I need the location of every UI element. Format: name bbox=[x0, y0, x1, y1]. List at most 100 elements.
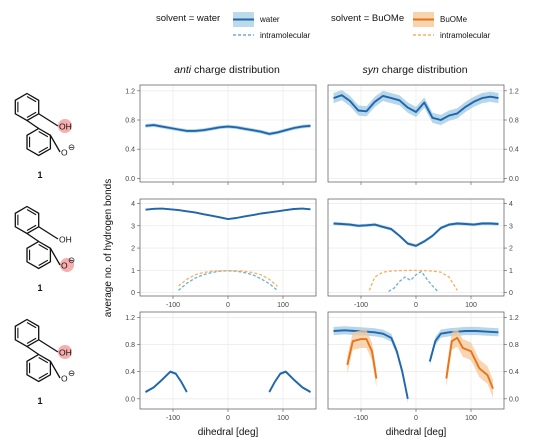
y-tick-label: 0.0 bbox=[509, 176, 519, 183]
biaryl-bond bbox=[26, 345, 40, 356]
y-tick-label: 0.8 bbox=[125, 118, 135, 125]
aromatic-double-bond bbox=[26, 337, 37, 345]
series-intramolecular-water-line bbox=[178, 270, 278, 291]
oh-bond bbox=[38, 339, 59, 353]
series-water-line bbox=[268, 370, 311, 393]
hydroxyl-label: OH bbox=[59, 122, 72, 132]
series-water-confidence-band bbox=[333, 90, 499, 126]
o-bond bbox=[49, 247, 61, 266]
o-bond bbox=[49, 134, 61, 153]
lower-phenyl-ring bbox=[26, 240, 52, 270]
biaryl-bond bbox=[26, 119, 40, 130]
oxide-label: O bbox=[61, 374, 68, 384]
series-water-line bbox=[145, 207, 311, 221]
anti-title-italic: anti bbox=[174, 64, 192, 76]
series-water-confidence-band bbox=[145, 123, 311, 136]
x-tick-label: -100 bbox=[166, 302, 180, 309]
x-tick-label: 100 bbox=[465, 302, 477, 309]
series-intramolecular-water-line bbox=[388, 270, 439, 293]
x-tick-label: -100 bbox=[166, 415, 180, 422]
series-water-line bbox=[333, 329, 409, 399]
y-tick-label: 0.0 bbox=[125, 396, 135, 403]
series-water-line bbox=[145, 370, 188, 393]
y-tick-label: 2 bbox=[509, 246, 513, 253]
oh-bond bbox=[38, 226, 59, 240]
panel-syn-row2: 0 1 2 3 4 -100 0 100 bbox=[327, 198, 513, 309]
aromatic-double-bond bbox=[38, 356, 49, 364]
series-buome-line bbox=[346, 338, 378, 379]
y-tick-label: 0 bbox=[509, 290, 513, 297]
oxide-label: O bbox=[61, 261, 68, 271]
negative-charge-label: ⊖ bbox=[68, 142, 75, 152]
x-tick-label: 0 bbox=[226, 415, 230, 422]
molecule-structure: OH O⊖ 1 bbox=[14, 92, 75, 180]
panel-syn-row1: 0.0 0.4 0.8 1.2 bbox=[327, 84, 519, 185]
x-tick-label: 0 bbox=[414, 415, 418, 422]
molecule-structure: OH O⊖ 1 bbox=[14, 318, 75, 406]
oxide-label: O bbox=[61, 148, 68, 158]
oxygen-highlight bbox=[58, 345, 72, 359]
x-tick-label: 0 bbox=[226, 302, 230, 309]
aromatic-double-bond bbox=[26, 321, 37, 329]
aromatic-double-bond bbox=[38, 130, 49, 138]
y-tick-label: 1 bbox=[131, 268, 135, 275]
lower-phenyl-ring bbox=[26, 353, 52, 383]
legend-water-intra-entry: intramolecular bbox=[260, 31, 311, 40]
panel-syn-row3: 0.0 0.4 0.8 1.2 -100 0 100 dihedral [deg] bbox=[327, 311, 519, 438]
aromatic-double-bond bbox=[38, 146, 49, 154]
y-tick-label: 4 bbox=[509, 201, 513, 208]
legend: solvent = water water intramolecular sol… bbox=[156, 12, 491, 40]
y-tick-label: 1.2 bbox=[125, 315, 135, 322]
anti-title-rest: charge distribution bbox=[191, 64, 280, 76]
legend-buome-title: solvent = BuOMe bbox=[331, 13, 404, 24]
x-tick-label: 100 bbox=[277, 415, 289, 422]
series-water-confidence-band bbox=[333, 326, 408, 403]
upper-phenyl-ring bbox=[14, 318, 40, 348]
x-axis-label: dihedral [deg] bbox=[198, 427, 259, 438]
negative-charge-label: ⊖ bbox=[68, 255, 75, 265]
x-axis-label: dihedral [deg] bbox=[386, 427, 447, 438]
syn-title-italic: syn bbox=[362, 64, 379, 76]
syn-title-rest: charge distribution bbox=[379, 64, 468, 76]
y-tick-label: 0.8 bbox=[509, 118, 519, 125]
legend-buome-entry: BuOMe bbox=[440, 15, 468, 24]
aromatic-double-bond bbox=[26, 95, 37, 103]
y-tick-label: 0.0 bbox=[125, 176, 135, 183]
compound-number: 1 bbox=[37, 283, 42, 293]
upper-phenyl-ring bbox=[14, 92, 40, 122]
y-tick-label: 0.4 bbox=[509, 147, 519, 154]
y-tick-label: 3 bbox=[509, 223, 513, 230]
x-tick-label: 100 bbox=[277, 302, 289, 309]
y-tick-label: 0.0 bbox=[509, 396, 519, 403]
aromatic-double-bond bbox=[26, 224, 37, 232]
series-intramolecular-buome-line bbox=[368, 269, 458, 291]
oxygen-highlight bbox=[60, 258, 74, 272]
o-bond bbox=[49, 360, 61, 379]
shared-y-axis-label: average no. of hydrogen bonds bbox=[103, 179, 114, 317]
molecule-structure: OH O⊖ 1 bbox=[14, 205, 75, 293]
aromatic-double-bond bbox=[38, 243, 49, 251]
oh-bond bbox=[38, 113, 59, 127]
anti-column-title: anti charge distribution bbox=[174, 64, 280, 76]
series-water-line bbox=[333, 222, 499, 247]
aromatic-double-bond bbox=[38, 259, 49, 267]
series-buome-confidence-band bbox=[446, 329, 493, 398]
legend-water-title: solvent = water bbox=[156, 13, 220, 24]
y-tick-label: 0 bbox=[131, 290, 135, 297]
lower-phenyl-ring bbox=[26, 127, 52, 157]
y-tick-label: 0.8 bbox=[509, 342, 519, 349]
series-water-line bbox=[333, 94, 499, 121]
x-tick-label: -100 bbox=[354, 415, 368, 422]
oxygen-highlight bbox=[58, 119, 72, 133]
series-buome-line bbox=[445, 336, 494, 390]
syn-column-title: syn charge distribution bbox=[362, 64, 467, 76]
panel-grid: 0.0 0.4 0.8 1.2 0.0 0.4 0.8 1.2 0 1 2 3 4 -100 0 100 0 1 2… bbox=[125, 84, 519, 438]
hydroxyl-label: OH bbox=[59, 235, 72, 245]
series-water-confidence-band bbox=[429, 326, 499, 366]
legend-water-entry: water bbox=[259, 15, 280, 24]
hydroxyl-label: OH bbox=[59, 348, 72, 358]
legend-buome-intra-entry: intramolecular bbox=[440, 31, 491, 40]
series-intramolecular-buome-line bbox=[178, 269, 278, 287]
